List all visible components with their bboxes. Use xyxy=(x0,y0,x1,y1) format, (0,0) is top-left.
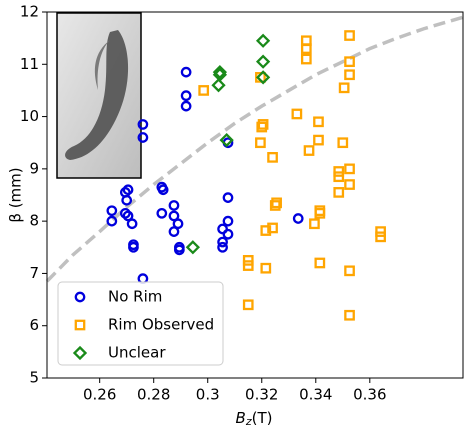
x-tick-label: 0.3 xyxy=(196,386,220,404)
x-tick-label: 0.34 xyxy=(299,386,332,404)
point xyxy=(314,257,326,269)
point xyxy=(122,210,134,222)
point xyxy=(300,43,312,54)
point xyxy=(180,90,192,102)
point xyxy=(314,205,326,217)
point xyxy=(126,218,138,230)
point xyxy=(267,152,278,163)
legend-label: Unclear xyxy=(108,344,166,362)
point xyxy=(168,210,180,222)
point xyxy=(217,223,228,235)
point xyxy=(256,121,268,133)
y-tick-label: 8 xyxy=(29,212,39,230)
point xyxy=(344,163,355,175)
point xyxy=(242,299,254,311)
legend-marker xyxy=(72,345,88,361)
point xyxy=(255,33,271,48)
point xyxy=(314,207,326,219)
x-label-unit: (T) xyxy=(252,409,273,427)
y-tick-label: 9 xyxy=(29,159,39,177)
point xyxy=(172,218,184,230)
point xyxy=(198,85,210,96)
y-axis-label: β (mm) xyxy=(7,167,25,222)
x-label-symbol: B xyxy=(236,409,246,427)
point xyxy=(185,240,200,255)
point xyxy=(271,197,282,209)
point xyxy=(219,132,234,148)
y-tick-label: 7 xyxy=(29,264,39,282)
point xyxy=(222,215,234,227)
point xyxy=(119,207,131,219)
y-tick-label: 12 xyxy=(20,3,39,21)
point xyxy=(137,119,149,130)
point xyxy=(303,145,315,156)
point xyxy=(338,82,350,94)
x-tick-label: 0.36 xyxy=(353,386,386,404)
point xyxy=(242,260,254,271)
point xyxy=(106,215,118,227)
point xyxy=(137,132,149,143)
legend-marker xyxy=(74,319,86,331)
y-tick-label: 11 xyxy=(20,55,39,73)
point xyxy=(291,108,303,120)
point xyxy=(344,265,355,277)
x-label-subscript: z xyxy=(245,415,252,428)
x-axis-label: Bz(T) xyxy=(236,409,273,429)
plot-frame xyxy=(46,11,464,379)
point xyxy=(260,225,272,236)
point xyxy=(257,119,269,130)
point xyxy=(333,171,345,183)
point xyxy=(313,134,324,146)
x-tick-label: 0.32 xyxy=(245,386,278,404)
legend-label: Rim Observed xyxy=(108,316,214,334)
point xyxy=(269,200,281,211)
point xyxy=(344,309,355,321)
legend-label: No Rim xyxy=(108,288,162,306)
y-tick-label: 10 xyxy=(20,107,39,125)
point xyxy=(255,54,271,69)
x-tick-label: 0.26 xyxy=(83,386,116,404)
point xyxy=(168,226,180,237)
point xyxy=(217,236,228,248)
point xyxy=(174,244,185,256)
point xyxy=(122,184,134,196)
point xyxy=(222,192,234,203)
point xyxy=(212,65,228,80)
y-tick-label: 6 xyxy=(29,316,39,334)
point xyxy=(333,187,345,198)
point xyxy=(344,56,355,68)
legend-marker xyxy=(74,291,86,303)
point xyxy=(309,218,320,230)
y-tick-label: 5 xyxy=(29,369,39,387)
point xyxy=(217,241,228,253)
point xyxy=(180,100,192,112)
point xyxy=(292,213,304,224)
point xyxy=(337,137,349,149)
point xyxy=(344,69,355,81)
point xyxy=(156,207,168,219)
point xyxy=(267,222,278,234)
point xyxy=(157,184,169,196)
point xyxy=(255,70,271,85)
reference-curve xyxy=(45,15,464,283)
point xyxy=(222,228,234,240)
point xyxy=(255,137,266,149)
x-tick-label: 0.28 xyxy=(137,386,170,404)
point xyxy=(168,200,180,211)
inset-image xyxy=(56,12,142,179)
point xyxy=(344,179,355,190)
point xyxy=(313,116,324,128)
point xyxy=(211,78,226,93)
point xyxy=(128,241,139,253)
point xyxy=(375,231,386,243)
point xyxy=(260,262,272,274)
point xyxy=(300,53,312,65)
point xyxy=(121,194,133,206)
point xyxy=(344,30,355,41)
point xyxy=(106,205,118,217)
point xyxy=(180,66,192,78)
legend-box xyxy=(57,281,224,366)
